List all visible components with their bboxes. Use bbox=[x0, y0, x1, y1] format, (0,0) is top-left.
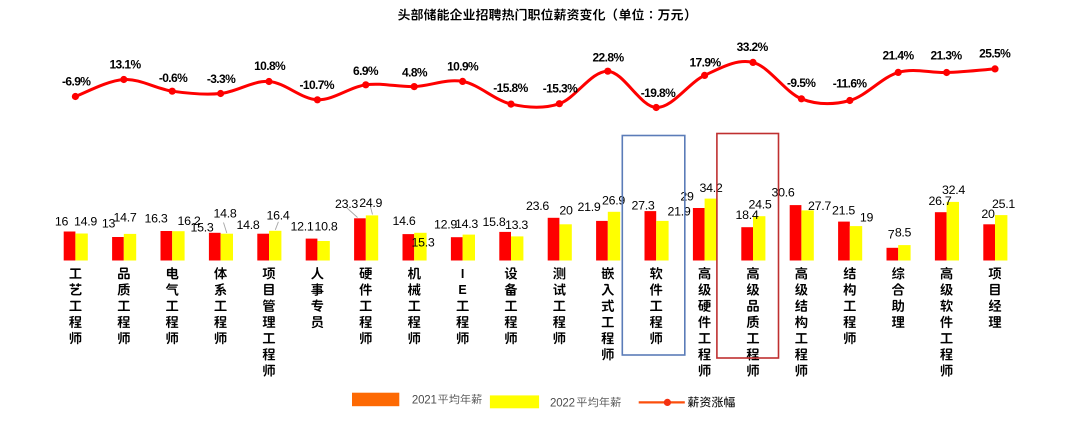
svg-text:30.6: 30.6 bbox=[772, 185, 795, 199]
svg-text:16.2: 16.2 bbox=[178, 214, 201, 228]
svg-text:25.1: 25.1 bbox=[992, 197, 1015, 211]
svg-text:22.8%: 22.8% bbox=[592, 50, 624, 64]
svg-text:19: 19 bbox=[860, 210, 874, 224]
svg-text:21.9: 21.9 bbox=[578, 200, 601, 214]
svg-text:21.5: 21.5 bbox=[832, 203, 855, 217]
svg-text:14.3: 14.3 bbox=[455, 217, 478, 231]
svg-text:17.9%: 17.9% bbox=[689, 56, 721, 70]
svg-text:21.4%: 21.4% bbox=[882, 49, 914, 63]
svg-text:12.9: 12.9 bbox=[434, 217, 457, 231]
svg-text:33.2%: 33.2% bbox=[737, 40, 769, 54]
svg-text:14.8: 14.8 bbox=[214, 206, 237, 220]
svg-text:-3.3%: -3.3% bbox=[207, 72, 236, 86]
svg-text:14.7: 14.7 bbox=[114, 210, 137, 224]
svg-text:34.2: 34.2 bbox=[700, 181, 723, 195]
svg-text:6.9%: 6.9% bbox=[353, 64, 379, 78]
svg-text:27.3: 27.3 bbox=[632, 198, 655, 212]
svg-text:E: E bbox=[458, 283, 466, 297]
svg-text:15.8: 15.8 bbox=[483, 215, 506, 229]
svg-text:4.8%: 4.8% bbox=[402, 65, 428, 79]
svg-text:-15.8%: -15.8% bbox=[493, 81, 528, 95]
svg-text:I: I bbox=[461, 267, 464, 281]
svg-text:25.5%: 25.5% bbox=[979, 46, 1011, 60]
svg-text:13: 13 bbox=[102, 216, 116, 230]
svg-text:-11.6%: -11.6% bbox=[833, 77, 868, 91]
svg-text:20: 20 bbox=[559, 203, 573, 217]
svg-text:-15.3%: -15.3% bbox=[543, 82, 578, 96]
svg-text:16.3: 16.3 bbox=[145, 211, 168, 225]
svg-text:23.3: 23.3 bbox=[335, 197, 358, 211]
svg-text:15.3: 15.3 bbox=[191, 220, 214, 234]
svg-text:32.4: 32.4 bbox=[942, 183, 965, 197]
svg-text:24.5: 24.5 bbox=[749, 197, 772, 211]
svg-text:29: 29 bbox=[680, 189, 694, 203]
svg-text:12.1: 12.1 bbox=[291, 219, 314, 233]
svg-text:21.3%: 21.3% bbox=[930, 49, 962, 63]
svg-text:14.9: 14.9 bbox=[74, 214, 97, 228]
svg-text:27.7: 27.7 bbox=[808, 199, 831, 213]
svg-text:2021: 2021 bbox=[412, 394, 437, 406]
svg-text:13.3: 13.3 bbox=[505, 218, 528, 232]
svg-text:-10.7%: -10.7% bbox=[299, 78, 334, 92]
svg-text:10.9%: 10.9% bbox=[447, 59, 479, 73]
svg-text:16.4: 16.4 bbox=[267, 208, 290, 222]
svg-text:20: 20 bbox=[981, 207, 995, 221]
svg-text:14.8: 14.8 bbox=[237, 218, 260, 232]
svg-text:8.5: 8.5 bbox=[895, 225, 912, 239]
svg-text:13.1%: 13.1% bbox=[109, 57, 141, 71]
svg-text:23.6: 23.6 bbox=[526, 199, 549, 213]
svg-text:24.9: 24.9 bbox=[359, 196, 382, 210]
svg-text:-0.6%: -0.6% bbox=[159, 71, 188, 85]
svg-text:18.4: 18.4 bbox=[736, 208, 759, 222]
svg-text:-6.9%: -6.9% bbox=[62, 75, 91, 89]
svg-text:15.3: 15.3 bbox=[412, 235, 435, 249]
svg-text:26.9: 26.9 bbox=[602, 193, 625, 207]
svg-text:2022: 2022 bbox=[550, 397, 575, 409]
svg-text:-9.5%: -9.5% bbox=[787, 76, 816, 90]
svg-text:14.6: 14.6 bbox=[393, 214, 416, 228]
svg-text:-19.8%: -19.8% bbox=[641, 86, 676, 100]
svg-text:10.8%: 10.8% bbox=[254, 59, 286, 73]
svg-text:26.7: 26.7 bbox=[929, 194, 952, 208]
svg-text:7: 7 bbox=[888, 227, 895, 241]
svg-text:21.9: 21.9 bbox=[668, 204, 691, 218]
svg-text:16: 16 bbox=[55, 214, 69, 228]
svg-text:10.8: 10.8 bbox=[315, 219, 338, 233]
